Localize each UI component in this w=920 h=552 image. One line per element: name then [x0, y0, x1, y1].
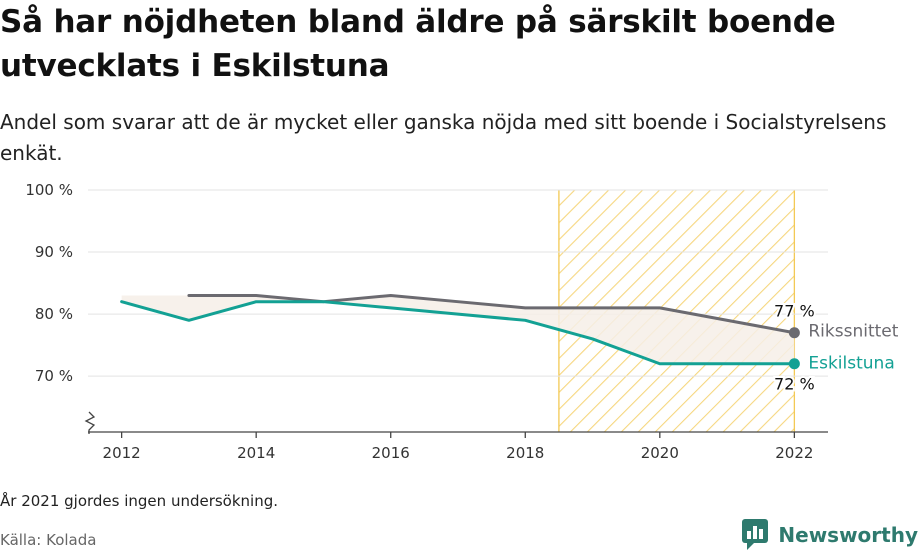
end-value-label-eskilstuna: 72 %	[774, 375, 815, 394]
footnote: År 2021 gjordes ingen undersökning.	[0, 492, 279, 510]
series-end-marker-eskilstuna	[788, 358, 800, 370]
end-value-label-riksnittet: 77 %	[774, 302, 815, 321]
series-line-eskilstuna	[120, 300, 796, 366]
source-note: Källa: Kolada	[0, 531, 97, 549]
series-line-riksnittet	[187, 293, 796, 335]
x-tick-label: 2018	[506, 444, 544, 462]
difference-area	[121, 295, 795, 364]
y-tick-label: 100 %	[25, 181, 73, 199]
brand-name: Newsworthy	[778, 523, 918, 547]
chart-title: Så har nöjdheten bland äldre på särskilt…	[0, 4, 836, 84]
newsworthy-logo: Newsworthy	[742, 519, 918, 551]
chart-subtitle: Andel som svarar att de är mycket eller …	[0, 110, 887, 165]
y-tick-label: 90 %	[35, 243, 73, 261]
x-tick-label: 2020	[641, 444, 679, 462]
newsworthy-logo-icon	[742, 519, 769, 550]
series-label-riksnittet: Rikssnittet	[808, 322, 898, 342]
x-tick-label: 2012	[103, 444, 141, 462]
series-end-marker-riksnittet	[788, 327, 800, 339]
x-tick-label: 2022	[775, 444, 813, 462]
x-tick-label: 2016	[372, 444, 410, 462]
y-tick-label: 70 %	[35, 367, 73, 385]
line-chart: 70 % 80 % 90 % 100 % 2012 2014 2016 2018 2020 202…	[25, 181, 898, 462]
series-label-eskilstuna: Eskilstuna	[808, 354, 894, 374]
x-tick-label: 2014	[237, 444, 275, 462]
axis-break-icon	[84, 411, 96, 434]
y-tick-label: 80 %	[35, 305, 73, 323]
